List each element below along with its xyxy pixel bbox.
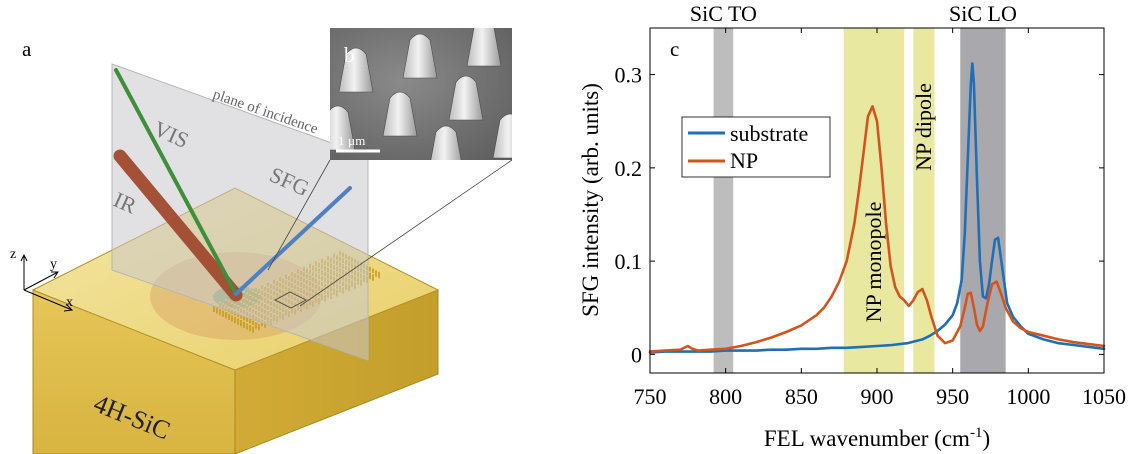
sem-pillar [492,113,512,159]
nanopillar-top [228,312,230,314]
x-axis-ticks: 750 800 850 900 950 1000 1050 [634,28,1126,409]
spectrum-series [648,62,1106,354]
x-tick-label: 800 [709,384,742,409]
y-tick-label: 0.2 [615,156,643,181]
nanopillar-top [243,320,245,322]
sem-pillar [402,33,438,79]
x-tick-label: 1050 [1082,384,1126,409]
nanopillar-top [369,271,371,274]
nanopillar-top [372,267,374,269]
axis-y-label: y [50,257,57,272]
series-line-NP [648,105,1106,353]
ir-beam [113,149,243,302]
x-tick-label: 850 [785,384,818,409]
nanopillar-top [240,318,242,321]
sem-inset: b 1 µm [330,28,512,160]
x-tick-label: 1000 [1006,384,1050,409]
sem-pillar [466,28,502,67]
nanopillar-top [237,316,239,319]
y-tick-label: 0.3 [615,63,643,88]
nanopillar-top [252,324,254,327]
x-axis-label-exponent: -1 [970,425,983,441]
nanopillar-top [225,310,227,313]
series-line-substrate [648,62,1106,354]
band-1 [843,28,905,373]
legend-label-np: NP [730,148,758,173]
nanopillar-top [375,268,377,271]
band-label-3: SiC LO [949,1,1017,26]
x-tick-label: 950 [936,384,969,409]
scale-bar-label: 1 µm [338,133,365,148]
sem-pillar [338,47,374,93]
inset-label: b [344,43,355,67]
nanopillar-top [234,315,236,318]
y-axis-label: SFG intensity (arb. units) [578,83,603,317]
zoom-line-lower [299,159,513,307]
y-tick-label: 0 [631,342,642,367]
plane-of-incidence [111,63,369,361]
sfg-beam [234,186,352,296]
nanopillar-top [246,321,248,324]
nanopillar-top [258,322,260,325]
legend-label-substrate: substrate [730,121,808,146]
schematic-panel: a 4H-SiC plane of incidence VIS IR SFG b… [10,28,513,454]
x-tick-label: 750 [634,384,667,409]
x-tick-label: 900 [861,384,894,409]
zoom-region-marker [274,291,307,309]
y-tick-label: 0.1 [615,249,643,274]
vis-beam [114,68,238,296]
x-axis-label: FEL wavenumber (cm [764,426,970,451]
sfg-spectrum-chart: SiC TO NP monopole NP dipole SiC LO 750 800 8… [578,1,1126,451]
nanopillar-top [378,270,380,273]
nanopillar-top [231,313,233,316]
sem-pillar [330,105,356,151]
sem-pillar [430,125,462,160]
nanopillar-top [249,323,251,326]
legend: substrate NP [681,116,831,178]
sem-pillars [330,28,512,160]
resonance-bands [713,28,1006,373]
nanopillar-top [369,265,371,268]
band-label-1: NP monopole [861,202,886,323]
band-label-2: NP dipole [911,83,936,171]
zoom-line-upper [267,159,331,271]
band-2 [913,28,935,373]
band-label-0: SiC TO [690,1,757,26]
nanopillar-top [372,272,374,275]
sem-pillar [448,75,484,121]
coordinate-axes [20,253,74,312]
band-0 [713,28,734,373]
band-3 [960,28,1006,373]
legend-box [681,116,831,178]
y-axis-ticks: 0 0.1 0.2 0.3 [615,63,1104,367]
resonance-band-labels: SiC TO NP monopole NP dipole SiC LO [690,1,1017,322]
x-axis-label-tail: ) [982,426,990,451]
axis-z-label: z [10,247,16,262]
panel-a-label: a [22,37,32,61]
x-axis-title: FEL wavenumber (cm-1) [764,425,990,451]
axis-x-label: x [66,295,73,310]
panel-c-label: c [670,37,679,61]
sem-pillar [382,91,418,137]
